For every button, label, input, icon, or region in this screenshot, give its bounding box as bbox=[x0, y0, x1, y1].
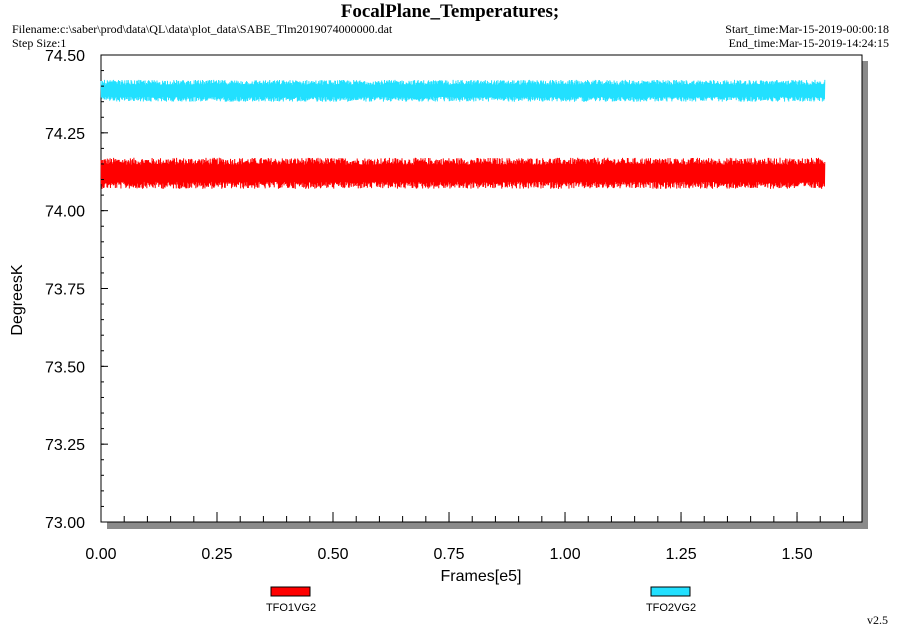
y-tick-label: 74.25 bbox=[45, 126, 85, 143]
chart-title: FocalPlane_Temperatures; bbox=[340, 1, 560, 22]
x-axis-label: Frames[e5] bbox=[441, 568, 522, 585]
version-label: v2.5 bbox=[867, 613, 888, 627]
ticks-layer bbox=[100, 54, 844, 523]
legend-swatch-tfo2vg2 bbox=[650, 586, 691, 597]
x-tick-label: 0.50 bbox=[317, 546, 348, 563]
start-time-label: Start_time:Mar-15-2019-00:00:18 bbox=[725, 22, 889, 36]
y-tick-label: 73.25 bbox=[45, 437, 85, 454]
step-size-label: Step Size:1 bbox=[12, 36, 67, 50]
legend-label-tfo2vg2: TFO2VG2 bbox=[646, 602, 696, 614]
series-line-tfo1vg2 bbox=[100, 157, 826, 189]
y-tick-label: 73.00 bbox=[45, 515, 85, 532]
plot-area bbox=[100, 54, 863, 523]
x-tick-label: 0.75 bbox=[433, 546, 464, 563]
legend-swatch-tfo1vg2 bbox=[270, 586, 311, 597]
series-line-tfo2vg2 bbox=[100, 79, 826, 102]
y-tick-label: 73.75 bbox=[45, 282, 85, 299]
x-tick-label: 1.50 bbox=[781, 546, 812, 563]
filename-label: Filename:c:\saber\prod\data\QL\data\plot… bbox=[12, 22, 393, 36]
y-tick-label: 73.50 bbox=[45, 359, 85, 376]
y-axis-label: DegreesK bbox=[9, 264, 26, 335]
x-tick-label: 0.25 bbox=[201, 546, 232, 563]
legend-label-tfo1vg2: TFO1VG2 bbox=[266, 602, 316, 614]
series-layer bbox=[100, 79, 826, 189]
end-time-label: End_time:Mar-15-2019-14:24:15 bbox=[728, 36, 889, 50]
y-tick-label: 74.00 bbox=[45, 204, 85, 221]
x-tick-label: 1.25 bbox=[665, 546, 696, 563]
legend: TFO1VG2 TFO2VG2 bbox=[266, 586, 696, 614]
x-tick-label: 0.00 bbox=[85, 546, 116, 563]
y-tick-label: 74.50 bbox=[45, 48, 85, 65]
x-tick-label: 1.00 bbox=[549, 546, 580, 563]
